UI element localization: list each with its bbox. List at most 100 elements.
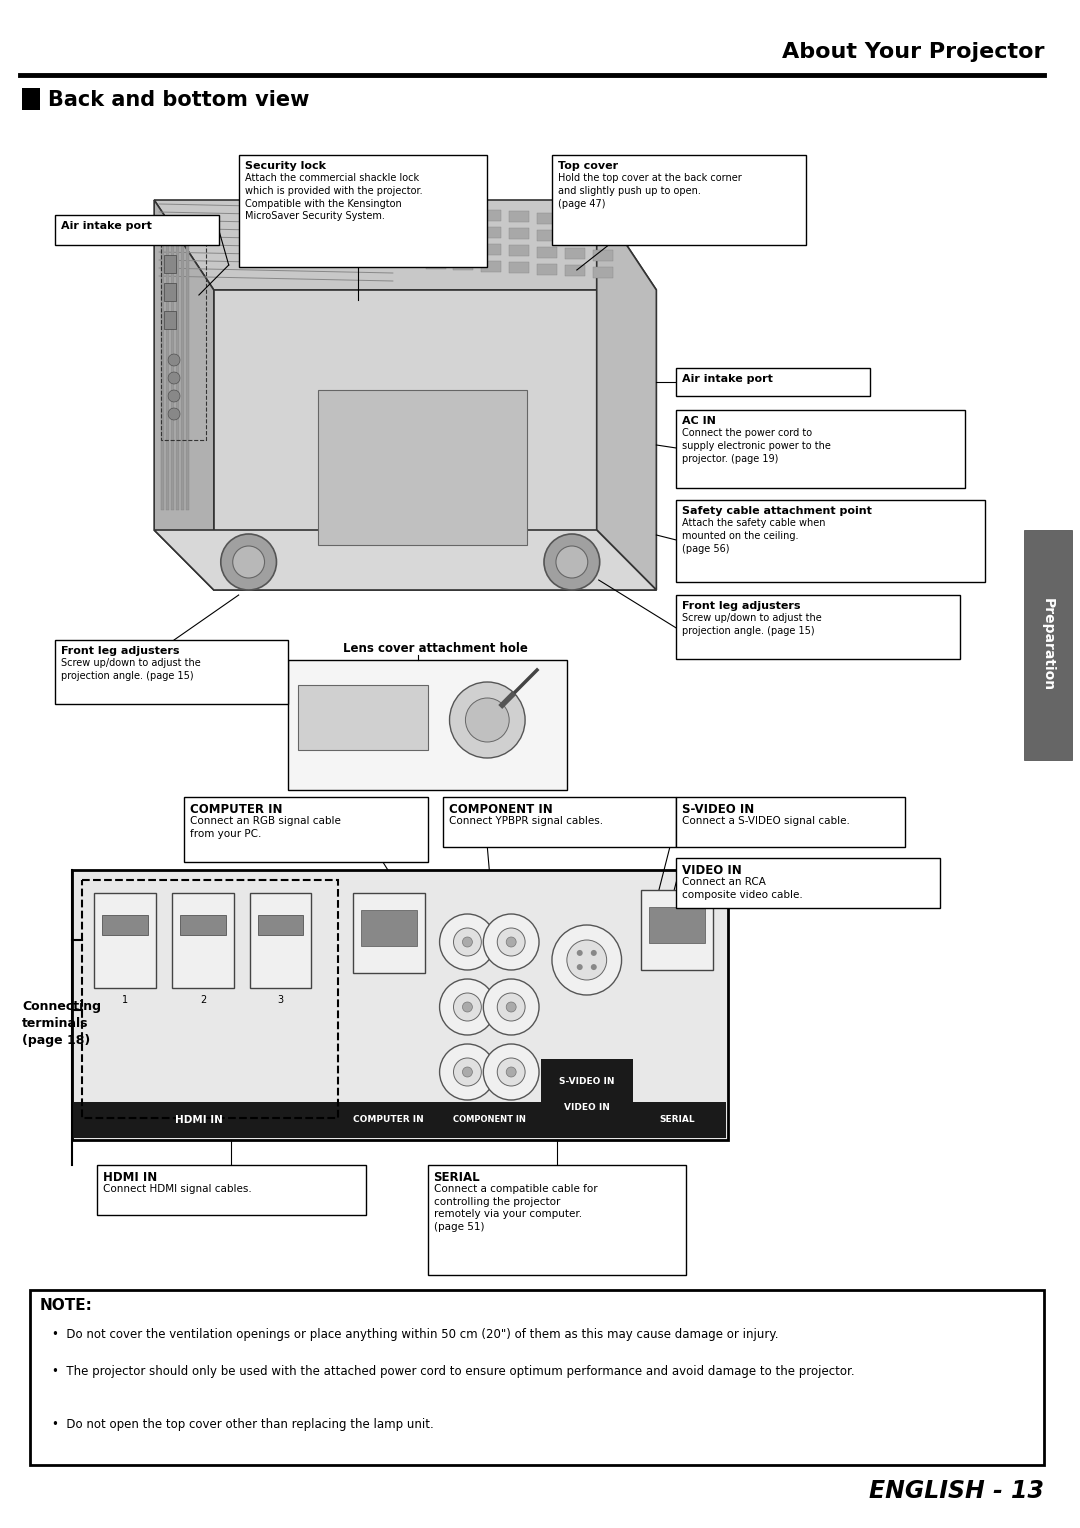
Circle shape: [168, 408, 180, 420]
Text: Connect a S-VIDEO signal cable.: Connect a S-VIDEO signal cable.: [683, 816, 850, 825]
Circle shape: [507, 937, 516, 947]
Text: Air intake port: Air intake port: [683, 374, 773, 384]
Bar: [176, 231, 179, 510]
Bar: [426, 223, 446, 234]
Bar: [537, 212, 557, 223]
Bar: [676, 500, 985, 582]
Bar: [161, 231, 164, 510]
Bar: [397, 238, 418, 251]
Text: COMPUTER IN: COMPUTER IN: [353, 1115, 424, 1125]
Bar: [454, 208, 473, 219]
Circle shape: [484, 979, 539, 1034]
Circle shape: [449, 681, 525, 758]
Text: Connect HDMI signal cables.: Connect HDMI signal cables.: [104, 1184, 252, 1193]
Circle shape: [440, 914, 496, 970]
Circle shape: [577, 950, 583, 957]
Bar: [676, 410, 964, 487]
Text: AC IN: AC IN: [683, 416, 716, 426]
Bar: [649, 908, 705, 943]
Text: Connect an RGB signal cable
from your PC.: Connect an RGB signal cable from your PC…: [190, 816, 341, 839]
Bar: [239, 154, 487, 267]
Circle shape: [497, 927, 525, 957]
Text: •  Do not cover the ventilation openings or place anything within 50 cm (20") of: • Do not cover the ventilation openings …: [52, 1328, 779, 1342]
Bar: [186, 231, 189, 510]
Text: SERIAL: SERIAL: [660, 1115, 696, 1125]
Text: Screw up/down to adjust the
projection angle. (page 15): Screw up/down to adjust the projection a…: [60, 659, 201, 681]
Bar: [249, 892, 311, 989]
Bar: [1024, 530, 1072, 759]
Bar: [97, 1164, 366, 1215]
Bar: [164, 312, 176, 329]
Text: •  The projector should only be used with the attached power cord to ensure opti: • The projector should only be used with…: [52, 1365, 854, 1378]
Text: Attach the safety cable when
mounted on the ceiling.
(page 56): Attach the safety cable when mounted on …: [683, 518, 826, 553]
Text: COMPONENT IN: COMPONENT IN: [448, 804, 552, 816]
Text: VIDEO IN: VIDEO IN: [683, 863, 742, 877]
Circle shape: [454, 927, 482, 957]
Text: Preparation: Preparation: [1041, 599, 1055, 692]
Bar: [565, 231, 584, 241]
Text: Connecting
terminals
(page 18): Connecting terminals (page 18): [22, 999, 100, 1047]
Bar: [426, 206, 446, 217]
Circle shape: [507, 1067, 516, 1077]
Bar: [257, 915, 303, 935]
Circle shape: [497, 1057, 525, 1086]
Bar: [426, 258, 446, 269]
Text: Lens cover attachment hole: Lens cover attachment hole: [343, 642, 528, 656]
Text: Attach the commercial shackle lock
which is provided with the projector.
Compati: Attach the commercial shackle lock which…: [245, 173, 422, 222]
Bar: [288, 660, 567, 790]
Bar: [397, 222, 418, 232]
Circle shape: [168, 354, 180, 367]
Bar: [509, 228, 529, 238]
Circle shape: [591, 964, 597, 970]
Bar: [593, 266, 612, 278]
Text: Connect a compatible cable for
controlling the projector
remotely via your compu: Connect a compatible cable for controlli…: [433, 1184, 597, 1232]
Text: HDMI IN: HDMI IN: [104, 1170, 158, 1184]
Bar: [55, 215, 219, 244]
Circle shape: [462, 1002, 472, 1012]
Text: Front leg adjusters: Front leg adjusters: [683, 601, 800, 611]
Text: Front leg adjusters: Front leg adjusters: [60, 646, 179, 656]
Circle shape: [507, 1002, 516, 1012]
Circle shape: [232, 545, 265, 578]
Text: Back and bottom view: Back and bottom view: [48, 90, 309, 110]
Text: Air intake port: Air intake port: [60, 222, 151, 231]
Bar: [55, 640, 288, 704]
Circle shape: [168, 371, 180, 384]
Text: Screw up/down to adjust the
projection angle. (page 15): Screw up/down to adjust the projection a…: [683, 613, 822, 636]
Text: Connect YPBPR signal cables.: Connect YPBPR signal cables.: [448, 816, 603, 825]
Circle shape: [462, 937, 472, 947]
Circle shape: [440, 979, 496, 1034]
Bar: [361, 911, 417, 946]
Bar: [537, 263, 557, 275]
Polygon shape: [214, 290, 657, 590]
Text: About Your Projector: About Your Projector: [782, 41, 1044, 63]
Bar: [565, 214, 584, 225]
Circle shape: [577, 964, 583, 970]
Bar: [454, 225, 473, 235]
Bar: [565, 248, 584, 260]
Bar: [180, 915, 226, 935]
Text: Safety cable attachment point: Safety cable attachment point: [683, 506, 873, 516]
Bar: [181, 231, 184, 510]
Text: S-VIDEO IN: S-VIDEO IN: [683, 804, 755, 816]
Polygon shape: [154, 530, 657, 590]
Bar: [82, 880, 338, 1118]
Text: Top cover: Top cover: [558, 160, 618, 171]
Bar: [171, 231, 174, 510]
Text: COMPONENT IN: COMPONENT IN: [453, 1115, 526, 1125]
Polygon shape: [597, 200, 657, 590]
Text: ENGLISH - 13: ENGLISH - 13: [869, 1479, 1044, 1504]
Bar: [593, 232, 612, 243]
Bar: [565, 264, 584, 277]
Circle shape: [465, 698, 509, 743]
Circle shape: [544, 533, 599, 590]
Circle shape: [567, 940, 607, 979]
Text: 2: 2: [200, 995, 206, 1005]
Text: 3: 3: [278, 995, 284, 1005]
Text: 1: 1: [122, 995, 129, 1005]
Circle shape: [220, 533, 276, 590]
Bar: [73, 1102, 726, 1138]
Polygon shape: [154, 200, 657, 290]
Bar: [537, 246, 557, 258]
Bar: [353, 892, 424, 973]
